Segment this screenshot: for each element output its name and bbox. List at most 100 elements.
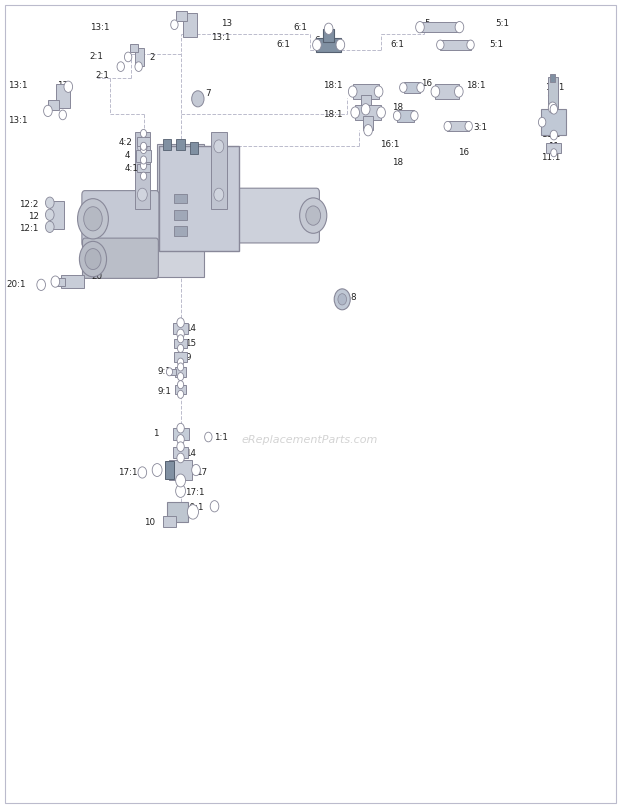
Circle shape — [348, 86, 357, 97]
Text: 3:1: 3:1 — [474, 124, 487, 133]
Bar — [135, 48, 144, 65]
Bar — [183, 13, 197, 37]
Circle shape — [455, 22, 464, 33]
Bar — [130, 44, 138, 53]
Circle shape — [37, 280, 45, 290]
Bar — [363, 116, 373, 130]
Bar — [176, 139, 185, 150]
Circle shape — [138, 140, 148, 153]
Bar — [323, 29, 334, 42]
Circle shape — [59, 110, 66, 120]
Circle shape — [306, 206, 321, 225]
Circle shape — [338, 293, 347, 305]
Text: 7: 7 — [205, 89, 211, 98]
Circle shape — [45, 197, 54, 208]
Bar — [541, 109, 566, 135]
Circle shape — [177, 318, 184, 327]
Bar — [448, 121, 469, 132]
Bar — [546, 143, 561, 153]
Circle shape — [548, 102, 557, 113]
Text: 11: 11 — [547, 142, 559, 151]
Circle shape — [79, 242, 107, 277]
Bar — [169, 460, 192, 480]
Circle shape — [177, 390, 184, 398]
Circle shape — [431, 86, 440, 97]
Circle shape — [436, 40, 444, 50]
Bar — [355, 105, 381, 120]
Circle shape — [415, 22, 424, 33]
Circle shape — [187, 505, 198, 520]
Bar — [174, 194, 187, 204]
Circle shape — [192, 465, 200, 476]
Bar — [435, 84, 459, 99]
Text: 5:1: 5:1 — [489, 40, 503, 48]
Circle shape — [141, 156, 147, 164]
Text: 13:1: 13:1 — [8, 82, 27, 90]
Bar — [175, 367, 186, 377]
Circle shape — [465, 121, 472, 131]
Text: 4:1: 4:1 — [125, 163, 139, 173]
Bar — [164, 461, 174, 479]
Bar — [48, 100, 59, 111]
Circle shape — [394, 111, 401, 120]
Text: 13:1: 13:1 — [90, 23, 110, 32]
Bar — [137, 164, 151, 172]
Text: 18: 18 — [392, 103, 403, 112]
Circle shape — [177, 423, 184, 433]
FancyBboxPatch shape — [159, 146, 239, 251]
Circle shape — [175, 485, 185, 498]
Circle shape — [117, 61, 125, 71]
Text: 20:1: 20:1 — [7, 280, 26, 289]
Text: 4: 4 — [125, 151, 131, 161]
Text: 16: 16 — [458, 149, 469, 158]
Text: 15: 15 — [185, 339, 197, 348]
Text: 3: 3 — [446, 124, 452, 133]
Circle shape — [135, 61, 143, 71]
Circle shape — [214, 140, 224, 153]
Text: 6:1: 6:1 — [277, 40, 290, 48]
Circle shape — [85, 249, 101, 270]
Bar — [397, 110, 414, 122]
Circle shape — [152, 464, 162, 477]
Bar — [167, 502, 188, 522]
Circle shape — [214, 188, 224, 201]
Circle shape — [177, 435, 184, 444]
Circle shape — [351, 107, 360, 118]
Text: 2:1: 2:1 — [95, 71, 110, 80]
Bar — [55, 278, 65, 286]
Bar — [353, 84, 379, 99]
Bar — [174, 210, 187, 220]
Text: 2: 2 — [150, 53, 155, 62]
Text: 13:1: 13:1 — [8, 116, 27, 125]
Circle shape — [177, 363, 184, 371]
Bar — [440, 40, 471, 50]
Text: 5:1: 5:1 — [495, 19, 509, 28]
Circle shape — [364, 124, 373, 136]
Bar — [157, 145, 204, 277]
Text: 12: 12 — [28, 212, 38, 221]
Bar — [163, 516, 175, 527]
Text: 12:2: 12:2 — [19, 200, 38, 208]
Text: 18: 18 — [392, 158, 403, 167]
Circle shape — [361, 103, 370, 115]
Circle shape — [138, 188, 148, 201]
Circle shape — [175, 474, 185, 487]
Text: 6:1: 6:1 — [391, 40, 404, 48]
Text: eReplacementParts.com: eReplacementParts.com — [242, 436, 378, 445]
Text: 1: 1 — [154, 429, 159, 438]
Text: 2:1: 2:1 — [89, 52, 104, 61]
Text: 17: 17 — [196, 468, 207, 477]
Circle shape — [125, 53, 132, 61]
Circle shape — [64, 81, 73, 92]
FancyBboxPatch shape — [82, 191, 159, 247]
Circle shape — [51, 276, 60, 287]
Text: 16:1: 16:1 — [380, 141, 400, 149]
Circle shape — [177, 329, 184, 339]
Text: 17:1: 17:1 — [118, 468, 138, 477]
Circle shape — [177, 381, 184, 389]
Bar — [56, 84, 69, 108]
Circle shape — [550, 104, 557, 114]
Text: 4:2: 4:2 — [119, 138, 133, 147]
Circle shape — [177, 442, 184, 452]
Circle shape — [43, 105, 52, 116]
